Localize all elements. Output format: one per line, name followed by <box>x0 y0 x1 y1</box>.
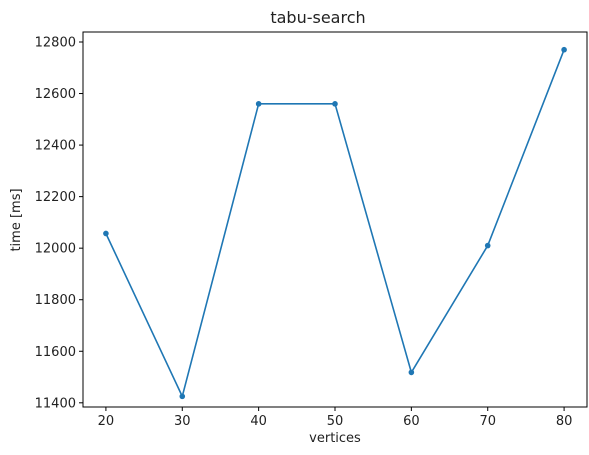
y-axis-ticks: 11400 11600 11800 12000 12200 12400 12600 12800 <box>35 35 83 411</box>
x-tick-label: 60 <box>403 414 420 429</box>
data-point <box>255 101 262 107</box>
series-layer <box>103 46 567 400</box>
y-tick-label: 11400 <box>35 396 76 411</box>
data-point <box>103 230 109 237</box>
chart-title: tabu-search <box>270 8 365 27</box>
plot-frame <box>82 31 588 408</box>
y-tick-label: 12400 <box>35 139 76 154</box>
x-tick-label: 80 <box>556 414 573 429</box>
data-point <box>408 369 415 376</box>
y-tick-label: 12800 <box>35 35 76 50</box>
y-tick-label: 12600 <box>35 87 76 102</box>
data-point <box>484 242 491 249</box>
x-tick-label: 20 <box>98 414 115 429</box>
y-tick-label: 11600 <box>35 345 76 360</box>
x-tick-label: 50 <box>327 414 344 429</box>
x-axis-label: vertices <box>309 431 361 446</box>
x-tick-label: 70 <box>479 414 496 429</box>
y-tick-label: 11800 <box>35 293 76 308</box>
x-tick-label: 40 <box>250 414 267 429</box>
y-tick-label: 12200 <box>35 190 76 205</box>
y-axis-label: time [ms] <box>9 188 24 251</box>
x-axis-ticks: 20 30 40 50 60 70 80 <box>98 407 573 429</box>
x-tick-label: 30 <box>174 414 191 429</box>
data-point <box>332 101 338 107</box>
y-tick-label: 12000 <box>35 242 76 257</box>
data-point <box>179 393 186 400</box>
data-point <box>561 46 567 53</box>
